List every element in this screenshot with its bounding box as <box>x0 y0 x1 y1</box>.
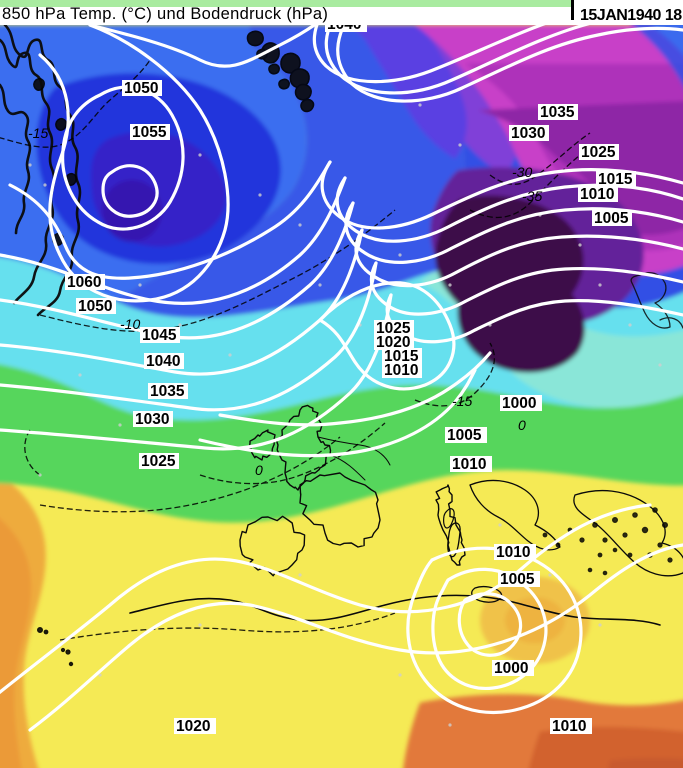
svg-text:1010: 1010 <box>496 544 530 561</box>
svg-text:1050: 1050 <box>78 298 112 315</box>
svg-text:0: 0 <box>518 417 526 433</box>
svg-text:1060: 1060 <box>67 274 101 291</box>
svg-text:1050: 1050 <box>124 80 158 97</box>
svg-text:-15: -15 <box>28 125 48 141</box>
svg-text:0: 0 <box>255 462 263 478</box>
svg-text:1010: 1010 <box>580 186 614 203</box>
svg-text:1010: 1010 <box>384 362 418 379</box>
svg-text:1035: 1035 <box>540 104 575 121</box>
svg-text:1005: 1005 <box>500 571 535 588</box>
svg-text:1055: 1055 <box>132 124 167 141</box>
svg-text:1040: 1040 <box>146 353 180 370</box>
svg-text:1005: 1005 <box>594 210 629 227</box>
svg-text:1020: 1020 <box>176 718 210 735</box>
svg-text:-15: -15 <box>452 393 472 409</box>
svg-text:1025: 1025 <box>581 144 616 161</box>
svg-text:15JAN1940 18: 15JAN1940 18 <box>580 7 682 24</box>
svg-text:1005: 1005 <box>447 427 482 444</box>
svg-text:1010: 1010 <box>552 718 586 735</box>
svg-text:1035: 1035 <box>150 383 185 400</box>
svg-text:1025: 1025 <box>141 453 176 470</box>
svg-text:1030: 1030 <box>511 125 545 142</box>
svg-text:850 hPa Temp. (°C) und Bodendr: 850 hPa Temp. (°C) und Bodendruck (hPa) <box>2 5 328 23</box>
svg-text:1000: 1000 <box>502 395 536 412</box>
svg-text:-10: -10 <box>120 316 140 332</box>
svg-text:1030: 1030 <box>135 411 169 428</box>
svg-text:-35: -35 <box>522 188 542 204</box>
svg-text:1000: 1000 <box>494 660 528 677</box>
svg-text:1010: 1010 <box>452 456 486 473</box>
svg-text:1045: 1045 <box>142 327 177 344</box>
svg-text:-30: -30 <box>512 164 532 180</box>
